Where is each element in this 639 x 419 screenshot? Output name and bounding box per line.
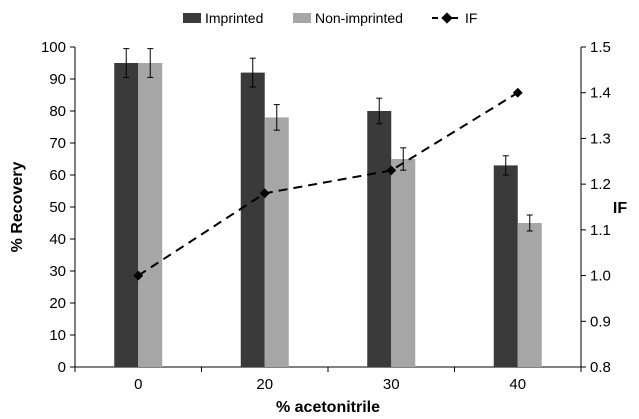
if-marker <box>386 165 397 176</box>
y2-tick-label: 0.8 <box>590 359 611 376</box>
y2-tick-label: 1.0 <box>590 268 611 285</box>
bar-imprinted <box>114 63 139 367</box>
y-tick-label: 10 <box>49 327 66 344</box>
y-tick-label: 70 <box>49 135 66 152</box>
legend-swatch-imprinted <box>183 13 201 23</box>
bar-non-imprinted <box>264 117 289 368</box>
if-line <box>137 91 519 277</box>
y-tick-label: 60 <box>49 167 66 184</box>
legend-swatch-non-imprinted <box>293 13 311 23</box>
y-axis-title: % Recovery <box>9 162 26 253</box>
y-tick-label: 90 <box>49 71 66 88</box>
if-marker <box>512 87 523 98</box>
if-marker <box>133 270 144 281</box>
y-tick-label: 30 <box>49 263 66 280</box>
y-tick-label: 50 <box>49 199 66 216</box>
bar-imprinted <box>367 111 392 367</box>
x-tick-label: 0 <box>134 376 142 393</box>
legend-label-non-imprinted: Non-imprinted <box>315 10 403 26</box>
y-tick-label: 20 <box>49 295 66 312</box>
legend-label-imprinted: Imprinted <box>205 10 263 26</box>
y2-tick-label: 1.4 <box>590 85 611 102</box>
y2-tick-label: 1.5 <box>590 39 611 56</box>
bar-imprinted <box>240 72 265 367</box>
if-marker <box>259 188 270 199</box>
y-tick-label: 0 <box>58 359 66 376</box>
y-tick-label: 100 <box>41 39 66 56</box>
y2-tick-label: 1.3 <box>590 130 611 147</box>
x-axis-title: % acetonitrile <box>276 399 380 416</box>
y2-tick-label: 0.9 <box>590 313 611 330</box>
y2-axis-title: IF <box>613 200 627 217</box>
legend: Imprinted Non-imprinted IF <box>183 10 477 26</box>
y-tick-label: 40 <box>49 231 66 248</box>
plot-area: 0 10 20 30 40 50 60 70 80 90 100 0.8 0.9 1.0 1.1 1.2 1.3… <box>41 39 611 393</box>
bar-non-imprinted <box>391 159 416 367</box>
bar-non-imprinted <box>138 63 163 367</box>
y2-tick-label: 1.1 <box>590 222 611 239</box>
x-tick-label: 30 <box>383 376 400 393</box>
y2-tick-label: 1.2 <box>590 176 611 193</box>
y-tick-label: 80 <box>49 103 66 120</box>
legend-label-if: IF <box>465 10 477 26</box>
x-tick-label: 20 <box>256 376 273 393</box>
legend-marker-if <box>441 12 453 24</box>
bar-non-imprinted <box>517 223 542 367</box>
x-tick-label: 40 <box>509 376 526 393</box>
bar-imprinted <box>493 165 518 367</box>
